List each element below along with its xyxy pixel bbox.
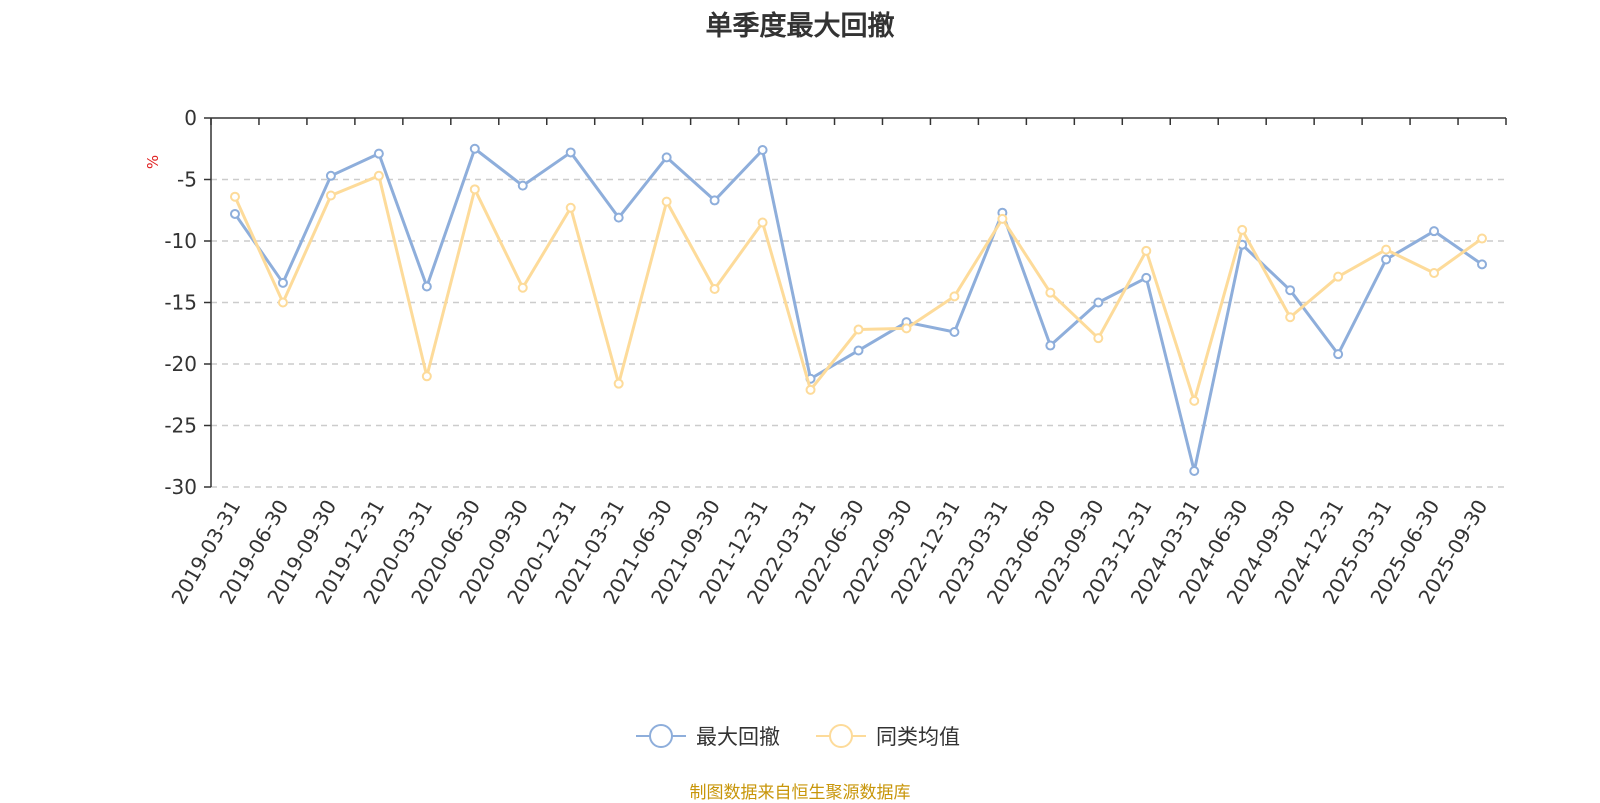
series-1 <box>229 143 1488 477</box>
data-point[interactable] <box>325 190 336 201</box>
data-point[interactable] <box>421 281 432 292</box>
data-point[interactable] <box>373 170 384 181</box>
y-tick-label: -30 <box>164 475 197 499</box>
series-2 <box>229 170 1488 406</box>
data-point[interactable] <box>757 144 768 155</box>
data-point[interactable] <box>661 152 672 163</box>
data-point[interactable] <box>1381 244 1392 255</box>
data-point[interactable] <box>1285 285 1296 296</box>
chart-title: 单季度最大回撤 <box>705 11 895 42</box>
data-point[interactable] <box>1429 267 1440 278</box>
data-point[interactable] <box>997 213 1008 224</box>
legend-label: 同类均值 <box>876 725 960 749</box>
data-point[interactable] <box>1429 226 1440 237</box>
data-point[interactable] <box>1045 287 1056 298</box>
data-point[interactable] <box>325 170 336 181</box>
data-point[interactable] <box>1093 297 1104 308</box>
data-point[interactable] <box>1093 333 1104 344</box>
legend[interactable]: 最大回撤 同类均值 <box>636 724 960 749</box>
data-point[interactable] <box>853 324 864 335</box>
y-tick-label: -20 <box>164 352 197 376</box>
legend-label: 最大回撤 <box>696 725 780 749</box>
data-point[interactable] <box>1189 466 1200 477</box>
legend-circle-icon <box>649 724 673 748</box>
data-point[interactable] <box>517 282 528 293</box>
data-point[interactable] <box>565 147 576 158</box>
data-point[interactable] <box>373 148 384 159</box>
data-point[interactable] <box>229 208 240 219</box>
source-note: 制图数据来自恒生聚源数据库 <box>689 783 911 803</box>
data-point[interactable] <box>1333 271 1344 282</box>
data-point[interactable] <box>1237 224 1248 235</box>
data-point[interactable] <box>709 195 720 206</box>
data-point[interactable] <box>1477 233 1488 244</box>
data-point[interactable] <box>709 283 720 294</box>
data-point[interactable] <box>1477 259 1488 270</box>
legend-circle-icon <box>829 724 853 748</box>
data-point[interactable] <box>1285 312 1296 323</box>
y-tick-label: -15 <box>164 291 197 315</box>
data-point[interactable] <box>1141 272 1152 283</box>
data-point[interactable] <box>277 297 288 308</box>
data-point[interactable] <box>421 371 432 382</box>
series-layer <box>229 143 1488 477</box>
data-point[interactable] <box>277 277 288 288</box>
grid-lines <box>211 178 1506 488</box>
data-point[interactable] <box>565 202 576 213</box>
y-tick-label: 0 <box>184 106 197 130</box>
data-point[interactable] <box>901 323 912 334</box>
data-point[interactable] <box>229 191 240 202</box>
data-point[interactable] <box>757 217 768 228</box>
data-point[interactable] <box>853 345 864 356</box>
series-line <box>233 147 1483 473</box>
data-point[interactable] <box>1045 340 1056 351</box>
data-point[interactable] <box>949 327 960 338</box>
data-point[interactable] <box>613 378 624 389</box>
series-line <box>233 174 1483 403</box>
legend-item-1[interactable]: 最大回撤 <box>636 724 780 749</box>
legend-item-2[interactable]: 同类均值 <box>816 724 960 749</box>
data-point[interactable] <box>1333 349 1344 360</box>
data-point[interactable] <box>517 180 528 191</box>
data-point[interactable] <box>805 384 816 395</box>
data-point[interactable] <box>1141 245 1152 256</box>
y-tick-label: -5 <box>177 168 197 192</box>
data-point[interactable] <box>949 291 960 302</box>
data-point[interactable] <box>661 196 672 207</box>
data-point[interactable] <box>469 184 480 195</box>
data-point[interactable] <box>1381 254 1392 265</box>
data-point[interactable] <box>469 143 480 154</box>
y-tick-label: -10 <box>164 229 197 253</box>
data-point[interactable] <box>1189 395 1200 406</box>
y-axis-unit-label: % <box>144 155 162 169</box>
y-tick-label: -25 <box>164 414 197 438</box>
data-point[interactable] <box>613 212 624 223</box>
